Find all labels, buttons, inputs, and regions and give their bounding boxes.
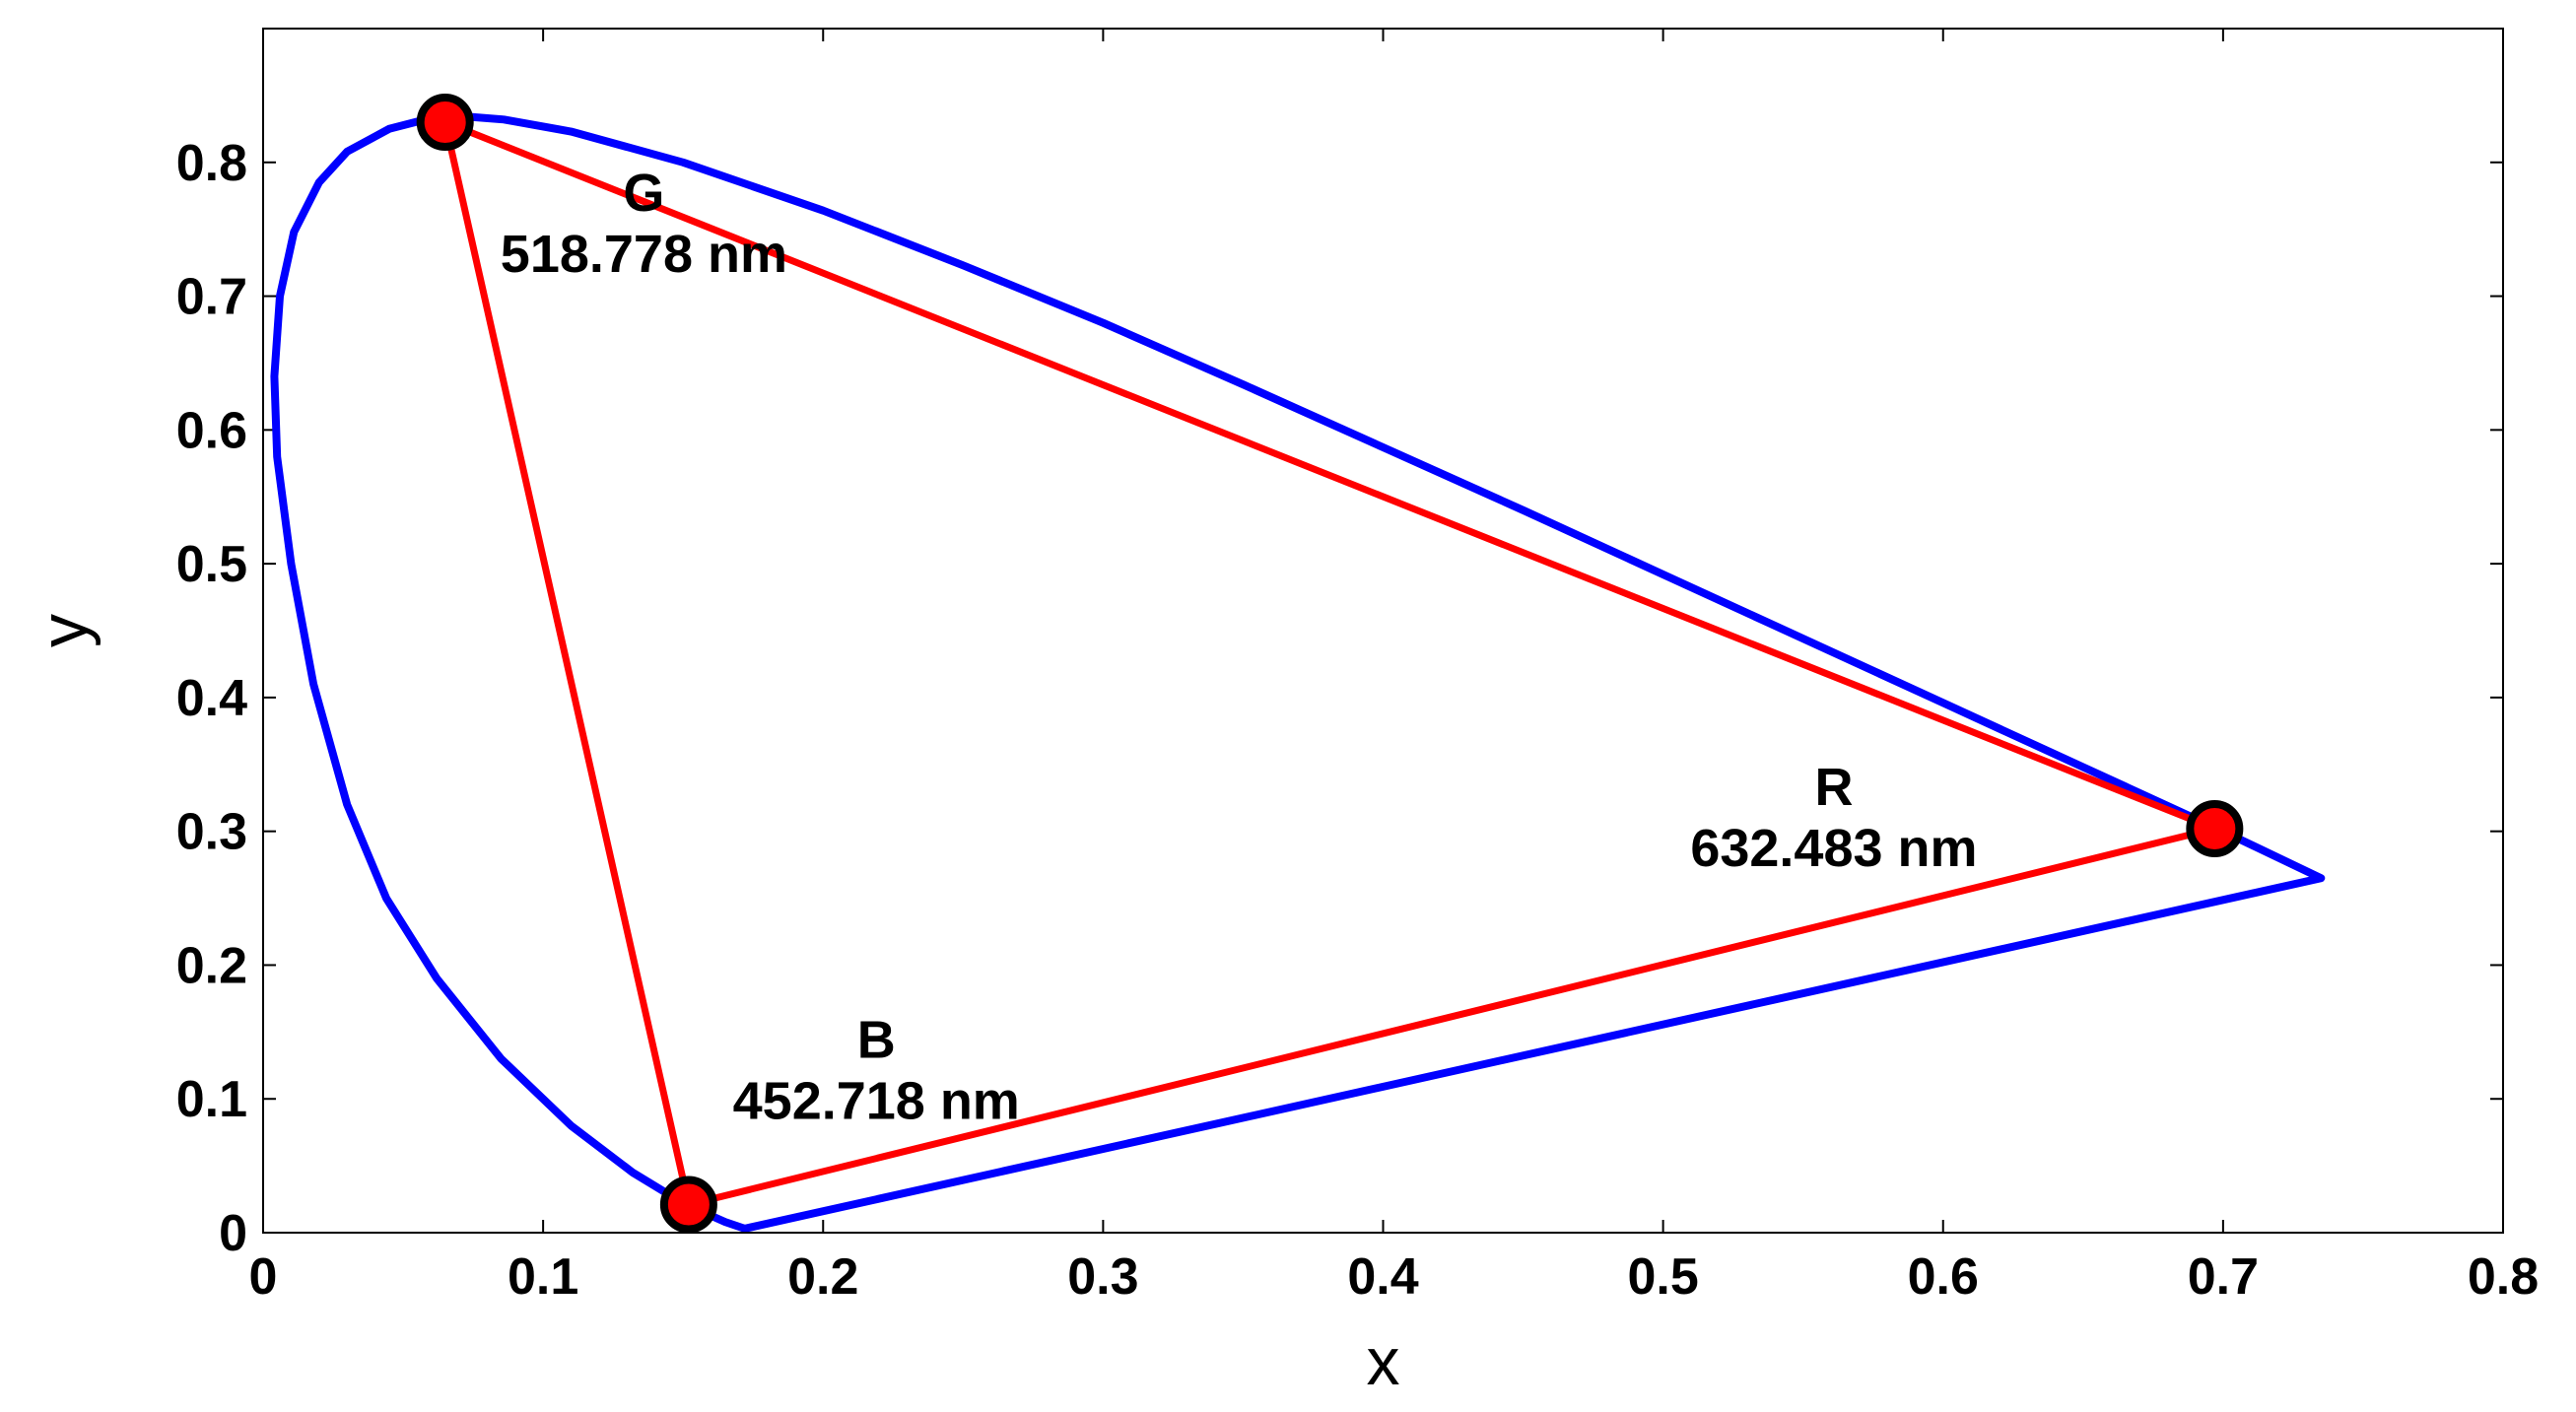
gamut-triangle-line: [441, 118, 2218, 1208]
annotation-label: G: [623, 164, 664, 223]
x-tick-label: 0.5: [1627, 1248, 1698, 1306]
y-tick-label: 0.4: [176, 670, 247, 727]
y-tick-label: 0.6: [176, 402, 247, 459]
x-tick-label: 0.1: [508, 1248, 578, 1306]
x-tick-labels: 0 0.1 0.2 0.3 0.4 0.5 0.6 0.7 0.8: [249, 1248, 2540, 1306]
x-tick-label: 0.8: [2468, 1248, 2539, 1306]
y-tick-label: 0.5: [176, 536, 247, 593]
x-tick-label: 0.4: [1347, 1248, 1418, 1306]
y-tick-label: 0.2: [176, 937, 247, 994]
x-tick-label: 0.6: [1908, 1248, 1979, 1306]
x-tick-label: 0.7: [2188, 1248, 2259, 1306]
y-tick-label: 0.1: [176, 1071, 247, 1128]
primary-point-b: [659, 1176, 717, 1234]
y-tick-label: 0.3: [176, 804, 247, 861]
plot-area-frame: [262, 28, 2504, 1234]
y-tick-labels: 0 0.1 0.2 0.3 0.4 0.5 0.6 0.7 0.8: [176, 135, 247, 1262]
x-axis-title: x: [1367, 1324, 1400, 1399]
primary-point-g: [416, 94, 474, 152]
primary-point-r: [2186, 799, 2244, 857]
points-layer: [416, 94, 2244, 1234]
y-tick-label: 0: [219, 1205, 247, 1262]
x-tick-label: 0: [249, 1248, 278, 1306]
y-tick-label: 0.7: [176, 269, 247, 326]
x-tick-label: 0.2: [787, 1248, 858, 1306]
annotation-label: B: [857, 1011, 896, 1070]
annotation-wavelength: 632.483 nm: [1690, 819, 1977, 878]
y-tick-label: 0.8: [176, 135, 247, 192]
annotation-wavelength: 518.778 nm: [501, 225, 787, 284]
y-axis-title: y: [27, 614, 102, 647]
annotation-wavelength: 452.718 nm: [733, 1072, 1020, 1131]
x-tick-label: 0.3: [1067, 1248, 1138, 1306]
annotation-label: R: [1814, 758, 1853, 817]
